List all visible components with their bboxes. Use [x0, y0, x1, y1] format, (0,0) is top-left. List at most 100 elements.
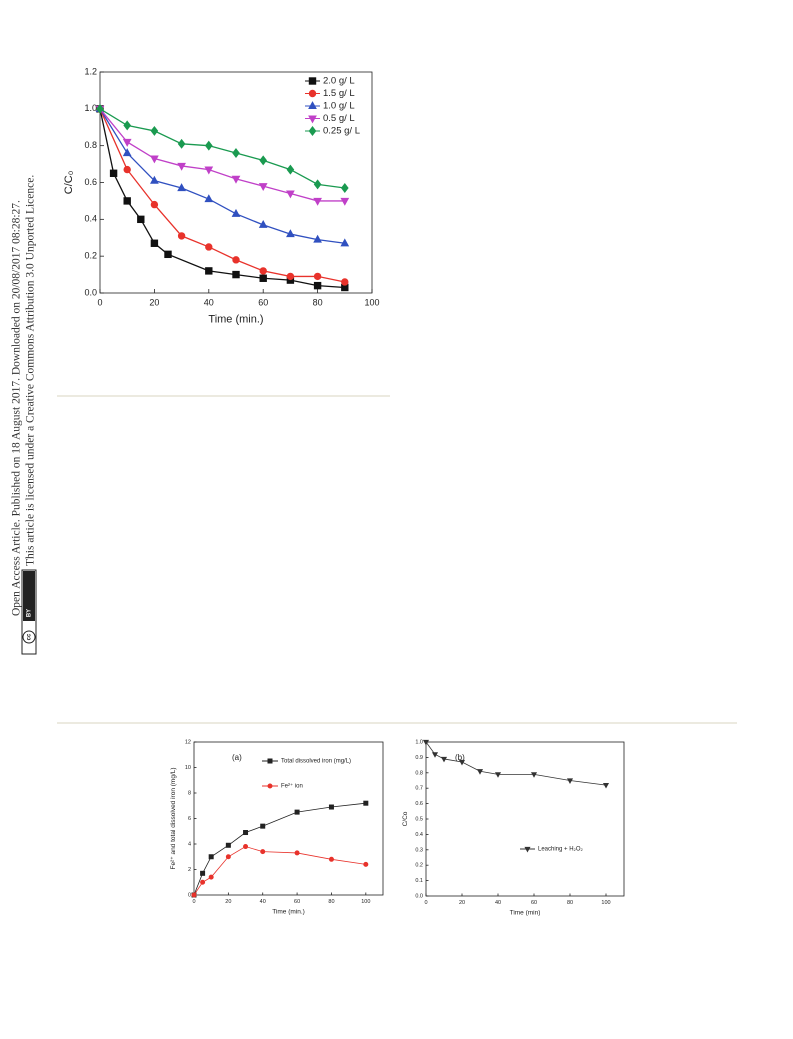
- panel-label: (a): [232, 753, 242, 762]
- marker: [200, 870, 206, 876]
- marker: [313, 234, 322, 243]
- marker: [524, 846, 531, 853]
- marker: [340, 238, 350, 247]
- x-tick-label: 100: [361, 899, 370, 905]
- y-tick-label: 0.7: [415, 786, 423, 792]
- y-tick-label: 0.0: [415, 893, 423, 899]
- marker: [340, 183, 349, 194]
- marker: [259, 274, 267, 282]
- series-line: [193, 846, 366, 896]
- series-line: [99, 108, 345, 283]
- marker: [258, 183, 268, 192]
- y-tick-label: 0.2: [84, 251, 97, 261]
- marker: [204, 166, 214, 175]
- marker: [123, 197, 131, 205]
- marker: [204, 140, 213, 151]
- marker: [328, 804, 334, 810]
- marker: [313, 281, 322, 290]
- legend-label: Fe²⁺ ion: [281, 783, 303, 790]
- x-tick-label: 20: [225, 899, 231, 905]
- marker: [243, 830, 249, 836]
- y-tick-label: 0.4: [415, 832, 423, 838]
- y-tick-label: 0.0: [84, 287, 97, 297]
- legend-label: 2.0 g/ L: [323, 76, 355, 87]
- x-tick-label: 40: [260, 899, 266, 905]
- marker: [177, 183, 186, 192]
- y-tick-label: 1.2: [84, 66, 97, 76]
- marker: [137, 215, 145, 224]
- marker: [294, 850, 300, 856]
- y-tick-label: 2: [188, 867, 191, 873]
- marker: [286, 229, 295, 238]
- marker: [530, 772, 538, 778]
- x-tick-label: 100: [601, 900, 610, 906]
- marker: [259, 267, 267, 275]
- badge-text: BY: [27, 609, 33, 617]
- marker: [150, 175, 159, 184]
- marker: [286, 272, 295, 281]
- y-tick-label: 6: [188, 816, 191, 822]
- marker: [243, 844, 249, 850]
- x-tick-label: 80: [313, 297, 323, 307]
- series-line: [99, 108, 345, 202]
- y-tick-label: 0.3: [415, 847, 423, 853]
- x-tick-label: 80: [328, 899, 334, 905]
- marker: [109, 169, 118, 177]
- y-tick-label: 1.0: [84, 103, 97, 113]
- y-tick-label: 0.4: [84, 214, 97, 224]
- marker: [122, 138, 132, 147]
- marker: [232, 256, 240, 264]
- legend-label: 0.25 g/ L: [323, 126, 360, 137]
- marker: [313, 197, 322, 206]
- x-tick-label: 40: [495, 900, 501, 906]
- marker: [208, 874, 214, 880]
- marker: [204, 194, 214, 203]
- x-axis-label: Time (min.): [208, 314, 263, 326]
- x-tick-label: 60: [531, 900, 537, 906]
- marker: [177, 232, 186, 240]
- series-line: [99, 108, 345, 189]
- y-tick-label: 12: [185, 739, 191, 745]
- marker: [308, 126, 317, 136]
- series-line: [99, 108, 345, 244]
- x-tick-label: 0: [424, 900, 427, 906]
- license-badge: cc BY: [21, 569, 37, 655]
- badge-circle: [22, 630, 36, 644]
- badge-icon: cc: [27, 633, 33, 640]
- y-tick-label: 8: [188, 790, 191, 796]
- panel-label: (b): [455, 753, 465, 762]
- y-axis-label: Fe²⁺ and total dissolved iron (mg/L): [170, 767, 177, 869]
- y-axis-label: C/C₀: [63, 171, 75, 195]
- y-tick-label: 4: [188, 841, 191, 847]
- y-tick-label: 0.9: [415, 755, 423, 761]
- y-tick-label: 0: [188, 892, 191, 898]
- x-tick-label: 100: [364, 297, 379, 307]
- marker: [164, 250, 172, 259]
- x-tick-label: 60: [258, 297, 268, 307]
- marker: [191, 892, 197, 898]
- marker: [440, 756, 448, 763]
- marker: [267, 758, 273, 764]
- marker: [150, 200, 159, 209]
- marker: [340, 197, 350, 206]
- y-tick-label: 10: [185, 765, 191, 771]
- marker: [260, 823, 266, 829]
- x-tick-label: 20: [459, 900, 465, 906]
- chart: 0 20 40 60 80 100 0.0 0.2 0.4 0.6 0.8 1.0 1.2 Time (m…: [63, 66, 380, 325]
- marker: [205, 267, 213, 275]
- marker: [308, 115, 317, 124]
- marker: [494, 772, 502, 778]
- marker: [286, 190, 295, 199]
- x-axis-label: Time (min.): [272, 909, 305, 916]
- marker: [259, 155, 268, 166]
- marker: [294, 809, 300, 815]
- x-tick-label: 40: [204, 297, 214, 307]
- legend-label: 0.5 g/ L: [323, 113, 355, 124]
- series-line: [193, 802, 366, 896]
- marker: [422, 739, 430, 746]
- y-tick-label: 0.1: [415, 878, 423, 884]
- marker: [363, 800, 369, 806]
- plot-frame: [425, 741, 625, 897]
- y-tick-label: 0.6: [415, 801, 423, 807]
